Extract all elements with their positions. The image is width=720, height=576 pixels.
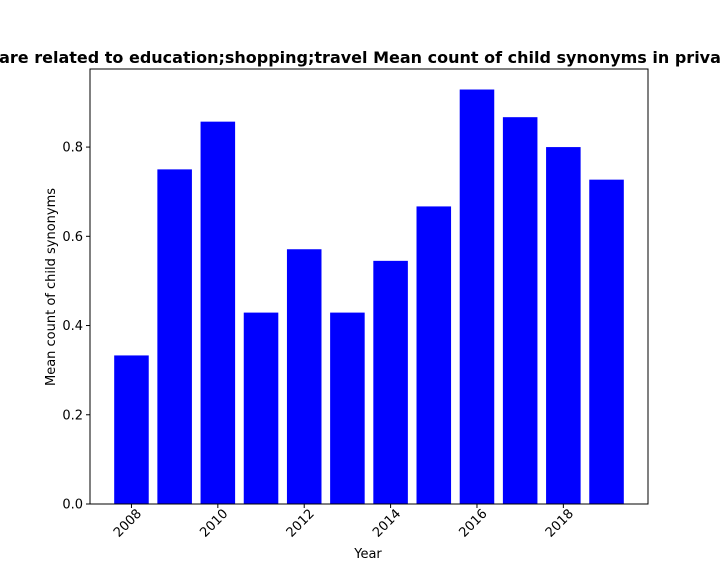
y-tick-label: 0.6 <box>62 230 83 245</box>
bar-2009 <box>157 169 192 504</box>
bar-2019 <box>589 179 624 504</box>
y-axis: 0.0 0.2 0.4 0.6 0.8 <box>62 141 90 513</box>
x-axis-label: Year <box>353 547 382 562</box>
bar-2010 <box>200 121 236 505</box>
bars-group <box>114 89 624 505</box>
y-tick-label: 0.0 <box>62 498 83 513</box>
bar-2008 <box>114 355 149 504</box>
bar-2011 <box>243 312 279 504</box>
y-tick-label: 0.8 <box>62 141 83 156</box>
y-tick-label: 0.4 <box>62 319 83 334</box>
bar-2018 <box>546 147 581 504</box>
chart-title: are related to education;shopping;travel… <box>0 48 720 67</box>
y-axis-label: Mean count of child synonyms <box>44 188 59 386</box>
plot-frame <box>89 68 649 505</box>
bar-2017 <box>502 117 538 505</box>
bar-2016 <box>459 89 495 505</box>
bar-2012 <box>286 249 322 504</box>
bar-2014 <box>373 260 408 504</box>
bar-2015 <box>416 206 452 505</box>
bar-2013 <box>330 312 365 504</box>
y-tick-label: 0.2 <box>62 408 83 423</box>
